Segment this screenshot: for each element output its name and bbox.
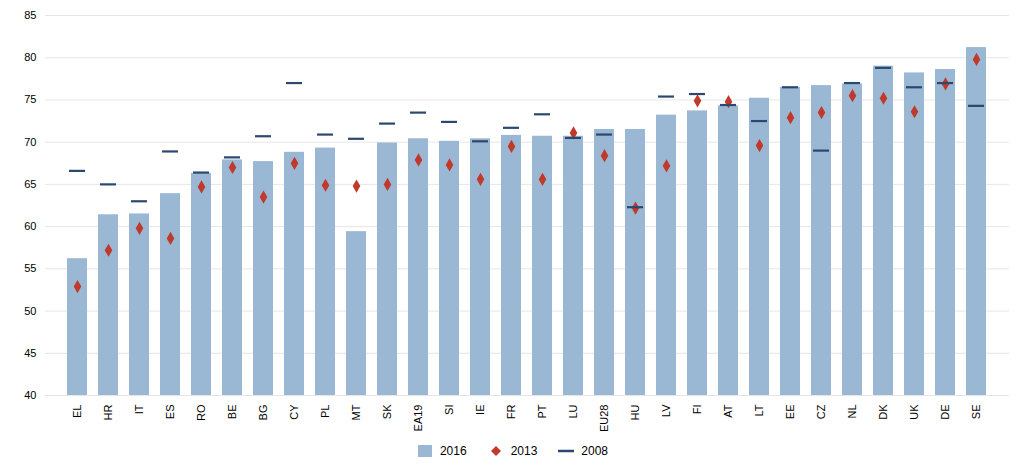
svg-text:PT: PT <box>536 404 548 418</box>
svg-text:UK: UK <box>908 404 920 420</box>
svg-text:SI: SI <box>443 405 455 415</box>
svg-text:65: 65 <box>24 178 36 190</box>
svg-text:BE: BE <box>226 405 238 420</box>
svg-text:70: 70 <box>24 136 36 148</box>
svg-text:40: 40 <box>24 389 36 401</box>
svg-text:ES: ES <box>164 405 176 420</box>
svg-text:IE: IE <box>474 405 486 415</box>
html-text:2008: 2008 <box>581 444 608 458</box>
svg-text:EE: EE <box>784 405 796 420</box>
svg-text:AT: AT <box>722 404 734 418</box>
svg-text:HR: HR <box>102 404 114 420</box>
svg-text:FI: FI <box>691 405 703 415</box>
svg-text:75: 75 <box>24 93 36 105</box>
html-text:2013: 2013 <box>510 444 538 458</box>
html-text:2016: 2016 <box>439 444 467 458</box>
svg-text:LV: LV <box>660 404 672 417</box>
svg-text:EL: EL <box>71 405 83 418</box>
svg-text:HU: HU <box>629 404 641 420</box>
svg-text:55: 55 <box>24 262 36 274</box>
svg-text:DE: DE <box>939 405 951 420</box>
svg-text:NL: NL <box>846 405 858 419</box>
svg-text:CZ: CZ <box>815 404 827 419</box>
svg-text:RO: RO <box>195 404 207 421</box>
svg-text:50: 50 <box>24 305 36 317</box>
svg-text:MT: MT <box>350 404 362 420</box>
svg-text:80: 80 <box>24 51 36 63</box>
svg-text:DK: DK <box>877 404 889 420</box>
svg-text:EU28: EU28 <box>598 405 610 433</box>
svg-text:85: 85 <box>24 9 36 21</box>
svg-text:PL: PL <box>319 405 331 418</box>
svg-text:LT: LT <box>753 404 765 416</box>
svg-text:LU: LU <box>567 404 579 418</box>
svg-text:45: 45 <box>24 347 36 359</box>
svg-text:SE: SE <box>970 405 982 420</box>
svg-text:IT: IT <box>133 404 145 414</box>
svg-text:SK: SK <box>381 404 393 419</box>
svg-text:BG: BG <box>257 405 269 421</box>
svg-text:EA19: EA19 <box>412 405 424 432</box>
svg-text:CY: CY <box>288 404 300 420</box>
svg-text:60: 60 <box>24 220 36 232</box>
svg-text:FR: FR <box>505 404 517 419</box>
